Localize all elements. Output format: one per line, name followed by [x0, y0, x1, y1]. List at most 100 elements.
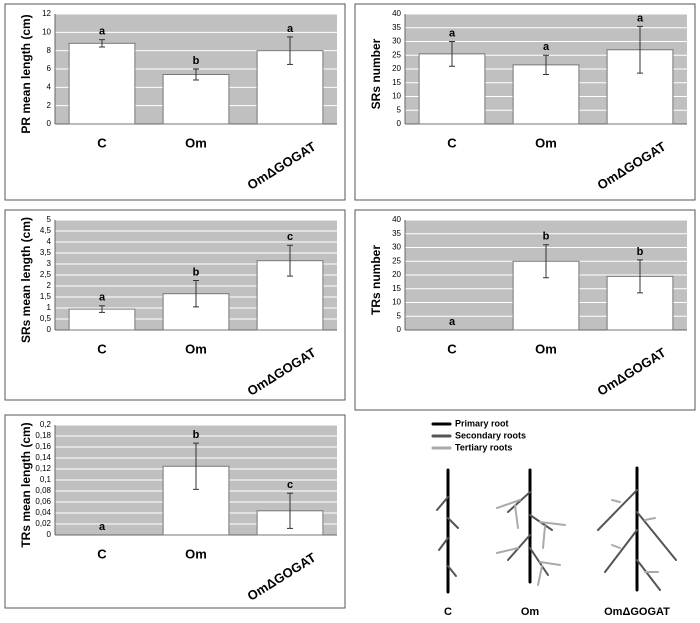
- diagram-label: OmΔGOGAT: [604, 606, 670, 618]
- y-tick-label: 0: [397, 119, 402, 128]
- significance-letter: a: [99, 292, 106, 304]
- diagram-label: C: [444, 606, 452, 618]
- y-tick-label: 5: [397, 105, 402, 114]
- error-bar: [637, 25, 643, 74]
- x-tick-label: Om: [185, 135, 207, 150]
- significance-letter: a: [637, 12, 644, 24]
- x-tick-label: Om: [185, 546, 207, 561]
- y-tick-label: 4,5: [40, 226, 52, 235]
- error-bar: [193, 442, 199, 490]
- y-tick-label: 5: [47, 215, 52, 224]
- y-tick-label: 12: [42, 9, 51, 18]
- y-tick-label: 0,1: [40, 475, 52, 484]
- legend-label: Primary root: [455, 418, 509, 428]
- y-tick-label: 10: [392, 298, 401, 307]
- y-tick-label: 2,5: [40, 270, 52, 279]
- y-tick-label: 30: [392, 37, 401, 46]
- x-tick-label: Om: [535, 341, 557, 356]
- y-tick-label: 2: [47, 101, 52, 110]
- significance-letter: c: [287, 231, 293, 243]
- root-omdeltagogat: [597, 466, 677, 592]
- y-tick-label: 0: [47, 119, 52, 128]
- error-bar: [543, 244, 549, 279]
- error-bar: [287, 492, 293, 529]
- error-bar: [193, 280, 199, 308]
- x-tick-label: Om: [535, 135, 557, 150]
- y-tick-label: 0,02: [35, 519, 51, 528]
- y-tick-label: 3: [47, 259, 52, 268]
- y-tick-label: 25: [392, 256, 401, 265]
- error-bar: [99, 305, 105, 313]
- y-tick-label: 20: [392, 64, 401, 73]
- y-tick-label: 30: [392, 243, 401, 252]
- significance-letter: a: [449, 27, 456, 39]
- error-bar: [543, 54, 549, 75]
- y-tick-label: 0,18: [35, 431, 51, 440]
- significance-letter: c: [287, 479, 293, 491]
- error-bar: [287, 36, 293, 65]
- x-tick-label: Om: [185, 341, 207, 356]
- y-tick-label: 25: [392, 50, 401, 59]
- y-tick-label: 40: [392, 215, 401, 224]
- significance-letter: a: [287, 23, 294, 35]
- x-tick-label: C: [447, 135, 457, 150]
- y-tick-label: 4: [47, 237, 52, 246]
- y-tick-label: 0,06: [35, 497, 51, 506]
- x-tick-label: C: [97, 135, 107, 150]
- x-tick-label: C: [97, 341, 107, 356]
- significance-letter: a: [449, 316, 456, 328]
- y-tick-label: 8: [47, 46, 52, 55]
- y-axis-title: PR mean length (cm): [19, 14, 33, 133]
- y-tick-label: 0,12: [35, 464, 51, 473]
- y-tick-label: 35: [392, 229, 401, 238]
- root-diagram: Primary root Secondary roots Tertiary ro…: [431, 418, 677, 618]
- y-axis-title: SRs mean length (cm): [19, 217, 33, 343]
- bar: [68, 42, 136, 125]
- y-tick-label: 15: [392, 284, 401, 293]
- y-axis-title: TRs mean length (cm): [19, 422, 33, 547]
- y-tick-label: 5: [397, 311, 402, 320]
- y-tick-label: 35: [392, 23, 401, 32]
- y-tick-label: 0,2: [40, 420, 52, 429]
- y-tick-label: 0: [397, 325, 402, 334]
- significance-letter: a: [99, 521, 106, 533]
- error-bar: [637, 259, 643, 294]
- y-tick-label: 0: [47, 530, 52, 539]
- y-tick-label: 3,5: [40, 248, 52, 257]
- significance-letter: b: [193, 429, 200, 441]
- y-axis-title: TRs number: [369, 245, 383, 315]
- significance-letter: b: [193, 266, 200, 278]
- y-tick-label: 2: [47, 281, 52, 290]
- y-tick-label: 0,08: [35, 486, 51, 495]
- y-tick-label: 0: [47, 325, 52, 334]
- significance-letter: a: [543, 41, 550, 53]
- legend-label: Tertiary roots: [455, 442, 512, 452]
- error-bar: [99, 39, 105, 48]
- root-c: [436, 468, 459, 594]
- y-tick-label: 1: [47, 303, 52, 312]
- error-bar: [193, 68, 199, 81]
- error-bar: [287, 244, 293, 277]
- legend-label: Secondary roots: [455, 430, 526, 440]
- y-tick-label: 1,5: [40, 292, 52, 301]
- y-tick-label: 15: [392, 78, 401, 87]
- y-tick-label: 0,16: [35, 442, 51, 451]
- y-tick-label: 0,14: [35, 453, 51, 462]
- error-bar: [449, 41, 455, 67]
- y-axis-title: SRs number: [369, 38, 383, 109]
- bar: [162, 74, 230, 125]
- root-om: [496, 468, 566, 586]
- y-tick-label: 40: [392, 9, 401, 18]
- diagram-label: Om: [521, 606, 540, 618]
- significance-letter: b: [543, 231, 550, 243]
- y-tick-label: 4: [47, 82, 52, 91]
- y-tick-label: 0,5: [40, 314, 52, 323]
- y-tick-label: 20: [392, 270, 401, 279]
- significance-letter: a: [99, 26, 106, 38]
- y-tick-label: 0,04: [35, 508, 51, 517]
- x-tick-label: C: [97, 546, 107, 561]
- y-tick-label: 6: [47, 64, 52, 73]
- significance-letter: b: [193, 55, 200, 67]
- y-tick-label: 10: [42, 27, 51, 36]
- x-tick-label: C: [447, 341, 457, 356]
